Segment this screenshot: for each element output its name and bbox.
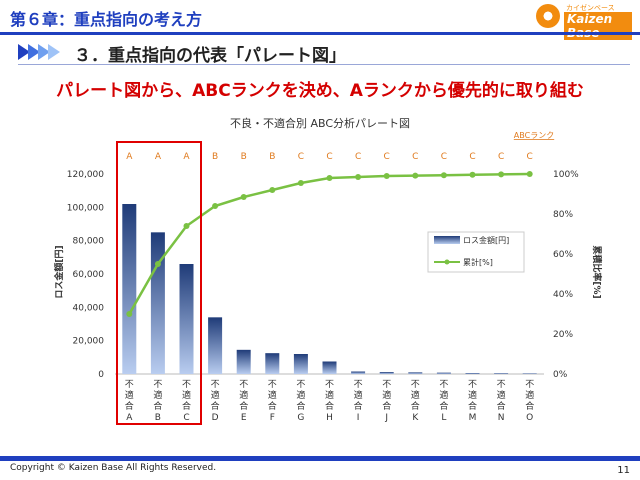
bar-H [322,361,337,374]
rank-label-H: C [326,152,332,162]
x-tick-label-I: 不適合 I [354,379,363,423]
bottom-divider [0,456,640,461]
legend: ロス金額[円] 累計[%] [427,231,525,273]
bar-B [150,232,165,374]
cumulative-point-F [269,187,276,193]
x-tick-label-H: 不適合 H [325,379,334,423]
y2-tick-label: 80% [553,210,573,220]
rank-label-F: B [269,152,275,162]
y2-tick-label: 60% [553,250,573,260]
bar-A [122,204,137,374]
chevron-arrows-icon [18,44,60,60]
y-tick-label: 80,000 [73,237,105,247]
x-tick-label-M: 不適合 M [468,379,477,423]
top-divider [0,32,640,35]
rank-label-L: C [441,152,447,162]
cumulative-point-E [240,194,247,200]
cumulative-point-M [469,171,476,178]
cumulative-point-A [126,311,133,317]
rank-label-A: A [126,152,133,162]
y2-tick-label: 40% [553,290,573,300]
rank-label-M: C [469,152,475,162]
gear-icon [536,4,560,28]
chart-title: 不良・不適合別 ABC分析パレート図 [230,116,410,130]
rank-label-G: C [298,152,304,162]
x-tick-label-N: 不適合 N [497,379,506,423]
rank-label-C: A [183,152,190,162]
legend-line-marker [444,259,450,265]
rank-label-K: C [412,152,418,162]
cumulative-point-L [440,172,447,179]
cumulative-point-B [154,261,161,267]
section-header: ３．重点指向の代表「パレート図」 [18,40,630,66]
chapter-title: 第６章：重点指向の考え方 [10,10,203,29]
a-rank-highlight-box [116,141,202,425]
x-tick-label-K: 不適合 K [411,379,420,423]
rank-label-E: B [241,152,247,162]
y2-tick-label: 0% [553,370,568,380]
bar-I [351,371,366,374]
section-title: ３．重点指向の代表「パレート図」 [74,46,346,66]
x-tick-label-F: 不適合 F [268,379,277,423]
x-tick-label-D: 不適合 D [211,379,220,423]
rank-label-B: A [155,152,162,162]
rank-label-O: C [527,152,533,162]
y-tick-label: 60,000 [73,270,105,280]
kaizen-base-logo: カイゼンベース Kaizen Base [536,2,632,40]
cumulative-point-O [526,171,533,177]
y2-tick-label: 20% [553,330,573,340]
rank-label-D: B [212,152,218,162]
x-tick-label-A: 不適合 A [125,379,134,423]
bar-O [522,373,537,374]
legend-bar-swatch [434,236,460,244]
bar-E [236,349,251,374]
cumulative-point-J [383,173,390,179]
bar-J [379,372,394,374]
abc-rank-label: ABCランク [514,131,554,140]
bar-N [494,373,509,374]
y2-axis-label: 累積比率[%] [591,245,603,298]
x-tick-label-C: 不適合 C [182,379,191,423]
rank-label-I: C [355,152,361,162]
legend-bar-label: ロス金額[円] [463,235,509,245]
bar-M [465,373,480,374]
x-tick-label-B: 不適合 B [153,379,162,423]
cumulative-point-I [355,174,362,180]
y2-tick-label: 100% [553,170,579,180]
rank-label-N: C [498,152,504,162]
x-tick-label-J: 不適合 J [382,379,391,423]
logo-subtext: カイゼンベース [566,4,615,12]
x-tick-label-G: 不適合 G [296,379,305,423]
x-tick-label-E: 不適合 E [239,379,248,423]
bar-F [265,353,280,374]
bar-G [293,354,308,374]
cumulative-point-G [297,180,304,186]
y-tick-label: 20,000 [73,337,105,347]
cumulative-point-N [498,171,505,178]
rank-label-J: C [384,152,390,162]
cumulative-point-H [326,175,333,181]
pareto-chart: 不良・不適合別 ABC分析パレート図 ABCランク A A A B B B C C C C C C C C… [53,116,603,425]
copyright: Copyright © Kaizen Base All Rights Reser… [10,463,217,473]
cumulative-point-K [412,172,419,179]
bar-K [408,372,423,374]
cumulative-point-C [183,223,190,229]
x-tick-label-L: 不適合 L [439,379,448,423]
y-tick-label: 0 [98,370,104,380]
bar-D [208,317,223,374]
logo-text: Kaizen Base [564,12,632,40]
bar-C [179,264,194,374]
headline: パレート図から、ABCランクを決め、Aランクから優先的に取り組む [56,81,584,101]
y-axis-label: ロス金額[円] [53,245,65,298]
x-tick-label-O: 不適合 O [525,379,534,423]
y-tick-label: 120,000 [67,170,104,180]
bar-L [436,372,451,374]
legend-line-label: 累計[%] [463,257,493,267]
page-number: 11 [617,465,630,476]
y-tick-label: 40,000 [73,303,105,313]
y-tick-label: 100,000 [67,203,104,213]
cumulative-point-D [212,203,219,209]
